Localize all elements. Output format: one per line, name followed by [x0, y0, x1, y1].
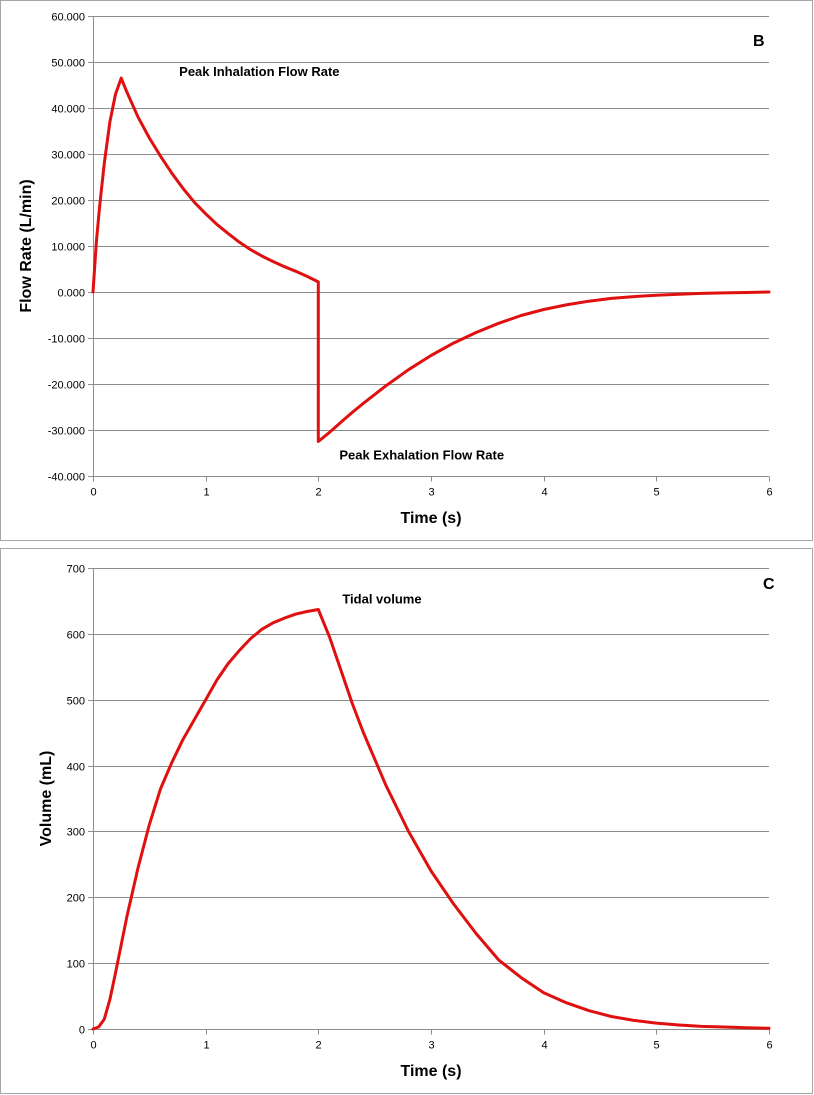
x-tick-label: 2 — [315, 1040, 321, 1052]
x-tick-label: 4 — [541, 1040, 547, 1052]
x-tick-label: 0 — [90, 487, 96, 499]
x-tick-label: 1 — [203, 487, 209, 499]
x-tick-label: 1 — [203, 1040, 209, 1052]
x-tick-label: 6 — [766, 487, 772, 499]
volume-chart-panel: 700 600 500 400 300 200 100 0 0 1 2 3 4 5 6 Time (s) Vol… — [0, 548, 813, 1094]
y-tick-label: 0 — [79, 1025, 85, 1037]
x-axis-title: Time (s) — [400, 510, 461, 527]
x-tick-label: 4 — [541, 487, 547, 499]
x-tick-label: 0 — [90, 1040, 96, 1052]
annotation-label: Tidal volume — [342, 591, 421, 606]
y-tick-label: 40.000 — [51, 104, 85, 116]
y-tick-label: 200 — [67, 893, 85, 905]
y-tick-label: 0.000 — [57, 288, 85, 300]
annotation-label: Peak Exhalation Flow Rate — [339, 448, 504, 463]
y-tick-label: 20.000 — [51, 196, 85, 208]
y-tick-label: 600 — [67, 630, 85, 642]
panel-letter: C — [763, 576, 775, 593]
y-tick-label: -20.000 — [48, 380, 85, 392]
y-tick-label: -10.000 — [48, 334, 85, 346]
y-tick-label: 30.000 — [51, 150, 85, 162]
y-axis-title: Flow Rate (L/min) — [18, 179, 35, 312]
panel-letter: B — [753, 33, 765, 50]
y-tick-label: -30.000 — [48, 426, 85, 438]
y-tick-label: 50.000 — [51, 58, 85, 70]
x-tick-label: 3 — [428, 487, 434, 499]
y-tick-label: 400 — [67, 762, 85, 774]
volume-chart: 700 600 500 400 300 200 100 00 1 2 3 4 5 6 Time (s) Vol… — [38, 564, 775, 1081]
y-tick-label: 100 — [67, 959, 85, 971]
annotation-label: Peak Inhalation Flow Rate — [179, 64, 339, 79]
flow-rate-chart-panel: 60.000 50.000 40.000 30.000 20.000 10.000 0.00… — [0, 0, 813, 541]
series-line — [91, 608, 771, 1031]
y-tick-label: -40.000 — [48, 472, 85, 484]
x-tick-label: 2 — [315, 487, 321, 499]
y-tick-label: 10.000 — [51, 242, 85, 254]
y-tick-label: 700 — [67, 564, 85, 576]
y-tick-label: 60.000 — [51, 12, 85, 24]
x-axis-title: Time (s) — [400, 1063, 461, 1080]
flow-rate-chart: 60.000 50.000 40.000 30.000 20.000 10.000 0.00… — [18, 12, 773, 528]
series-line — [91, 76, 771, 443]
x-tick-label: 5 — [653, 1040, 659, 1052]
x-tick-label: 6 — [766, 1040, 772, 1052]
y-tick-label: 500 — [67, 696, 85, 708]
y-tick-label: 300 — [67, 827, 85, 839]
y-axis-title: Volume (mL) — [38, 751, 55, 847]
x-tick-label: 3 — [428, 1040, 434, 1052]
x-tick-label: 5 — [653, 487, 659, 499]
